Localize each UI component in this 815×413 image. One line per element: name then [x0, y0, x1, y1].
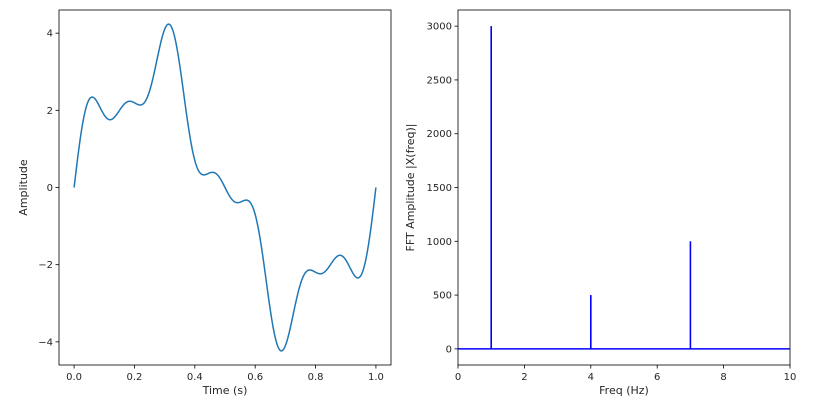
x-tick-label: 6 — [654, 372, 660, 383]
signal-line — [73, 23, 377, 352]
x-tick-label: 10 — [784, 372, 797, 383]
y-tick-label: 1000 — [427, 237, 452, 248]
y-axis-label: FFT Amplitude |X(freq)| — [404, 124, 417, 252]
y-axis-label: Amplitude — [17, 159, 30, 216]
x-tick-label: 4 — [588, 372, 594, 383]
time-domain-chart: 0.0 0.2 0.4 0.6 0.8 1.0 −4 −2 0 2 4 Time (s) Amplitu… — [17, 9, 392, 397]
x-tick-label: 0.8 — [308, 372, 324, 383]
y-tick-label: 1500 — [427, 183, 452, 194]
y-tick-label: −2 — [38, 260, 53, 271]
y-tick-label: 500 — [433, 291, 452, 302]
x-tick-label: 0.4 — [187, 372, 203, 383]
y-tick-label: 2000 — [427, 129, 452, 140]
y-tick-label: 0 — [47, 183, 53, 194]
y-tick-label: −4 — [38, 337, 53, 348]
x-axis-label: Time (s) — [202, 384, 248, 397]
x-tick-label: 0.0 — [66, 372, 82, 383]
y-tick-label: 3000 — [427, 22, 452, 33]
frequency-domain-chart: 0 2 4 6 8 10 0 500 1000 1500 2000 2500 3000 Freq (Hz)… — [404, 9, 797, 397]
x-tick-label: 1.0 — [368, 372, 384, 383]
x-tick-label: 0.2 — [127, 372, 143, 383]
plot-frame — [457, 9, 791, 366]
x-tick-label: 0 — [455, 372, 461, 383]
x-tick-label: 8 — [720, 372, 726, 383]
y-tick-label: 2 — [47, 106, 53, 117]
x-tick-label: 0.6 — [247, 372, 263, 383]
y-tick-label: 2500 — [427, 75, 452, 86]
x-tick-label: 2 — [521, 372, 527, 383]
y-tick-label: 4 — [47, 29, 53, 40]
y-tick-label: 0 — [446, 344, 452, 355]
x-axis-label: Freq (Hz) — [599, 384, 649, 397]
